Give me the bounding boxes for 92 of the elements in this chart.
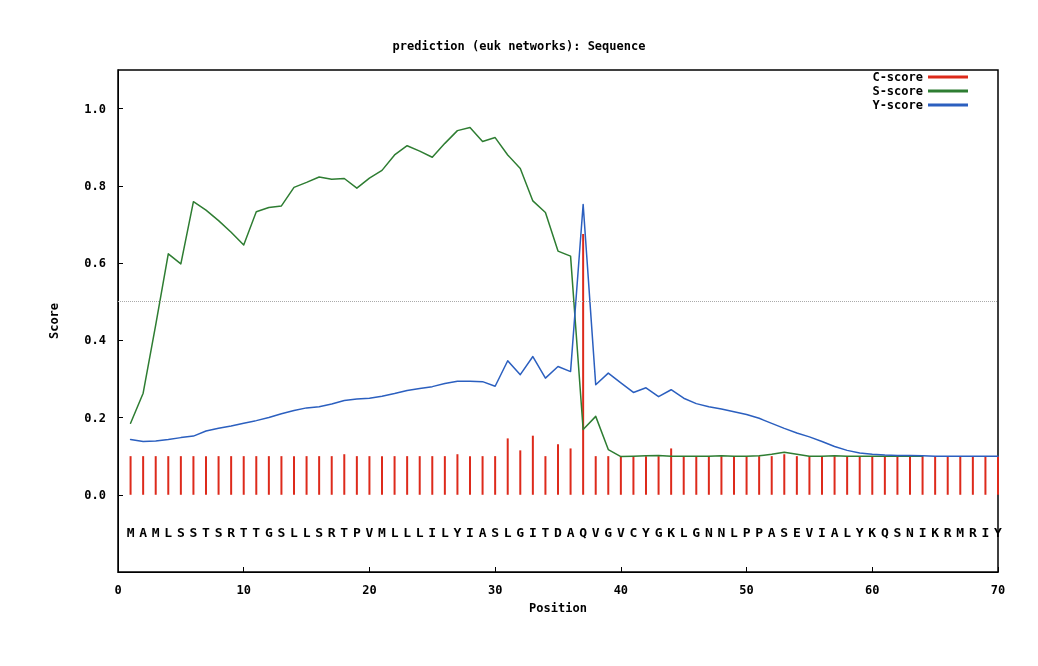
bar xyxy=(896,456,899,495)
bar xyxy=(783,454,786,495)
bar xyxy=(217,456,220,495)
bar xyxy=(645,456,647,495)
bar xyxy=(632,456,635,495)
legend-label: S-score xyxy=(872,84,923,98)
bar xyxy=(330,456,333,495)
bar xyxy=(381,456,383,495)
bar xyxy=(343,454,346,495)
bar xyxy=(821,456,823,495)
bar xyxy=(443,456,446,495)
bar xyxy=(984,456,987,495)
bar xyxy=(707,456,710,495)
bar xyxy=(745,456,748,495)
bar xyxy=(456,454,459,495)
x-tick-label: 60 xyxy=(865,583,880,597)
bar xyxy=(481,456,484,495)
bar xyxy=(230,456,233,495)
bar xyxy=(733,456,735,495)
bar xyxy=(770,456,773,495)
bar xyxy=(242,456,245,495)
bar xyxy=(997,456,999,495)
bar xyxy=(519,450,522,495)
line-series xyxy=(129,203,999,457)
y-tick-label: 0.4 xyxy=(84,333,106,348)
bar xyxy=(720,456,723,495)
bar xyxy=(267,456,270,495)
y-tick-label: 0.8 xyxy=(84,178,106,193)
bar xyxy=(795,456,798,495)
bar xyxy=(569,448,572,495)
bar xyxy=(192,456,195,495)
bar xyxy=(946,456,949,495)
y-tick-label: 0.2 xyxy=(84,410,106,425)
line-series xyxy=(129,126,924,458)
bar xyxy=(494,456,497,495)
x-axis-title: Position xyxy=(529,601,587,615)
bar xyxy=(167,456,170,495)
bar xyxy=(469,456,471,495)
bar xyxy=(154,456,157,495)
bar xyxy=(142,456,145,495)
bar xyxy=(695,456,698,495)
bar xyxy=(393,456,396,495)
bar xyxy=(858,456,861,495)
bar xyxy=(909,456,911,495)
bar xyxy=(594,456,597,495)
x-tick-label: 50 xyxy=(739,583,754,597)
bar xyxy=(657,456,660,495)
x-tick-label: 0 xyxy=(114,583,122,597)
bar xyxy=(280,456,283,495)
bar xyxy=(305,456,308,495)
bar xyxy=(179,456,182,495)
bar xyxy=(670,448,673,495)
bar xyxy=(971,456,974,495)
y-tick-label: 0.6 xyxy=(84,256,106,271)
bar xyxy=(406,456,409,495)
bar xyxy=(682,456,685,495)
bar xyxy=(544,456,547,495)
bar xyxy=(582,234,585,495)
y-axis-title: Score xyxy=(47,302,61,340)
bar xyxy=(808,456,811,495)
x-tick-label: 20 xyxy=(362,583,377,597)
x-tick-label: 30 xyxy=(487,583,503,597)
bar xyxy=(833,456,836,495)
bar xyxy=(255,456,258,495)
bar xyxy=(871,456,874,495)
bar xyxy=(431,456,434,495)
bar xyxy=(921,456,924,495)
x-tick-label: 40 xyxy=(613,583,629,597)
legend-label: C-score xyxy=(872,70,923,84)
bar xyxy=(846,456,849,495)
bar xyxy=(355,456,358,495)
x-tick-label: 70 xyxy=(990,583,1006,597)
bar xyxy=(129,456,132,495)
bar xyxy=(368,456,371,495)
legend-label: Y-score xyxy=(872,98,923,112)
bar xyxy=(506,438,509,495)
bar xyxy=(607,456,610,495)
bar xyxy=(531,435,534,495)
x-tick-label: 10 xyxy=(236,583,251,597)
bar xyxy=(418,456,421,495)
bar xyxy=(205,456,207,495)
y-tick-label: 1.0 xyxy=(84,101,106,116)
bar xyxy=(619,456,622,495)
bar xyxy=(883,456,886,495)
bar xyxy=(959,456,962,495)
bar xyxy=(934,456,937,495)
chart-title: prediction (euk networks): Sequence xyxy=(392,39,646,53)
bar xyxy=(557,444,559,495)
bar xyxy=(293,456,295,495)
y-tick-label: 0.0 xyxy=(84,487,106,502)
bar xyxy=(758,456,761,495)
bar xyxy=(318,456,321,495)
